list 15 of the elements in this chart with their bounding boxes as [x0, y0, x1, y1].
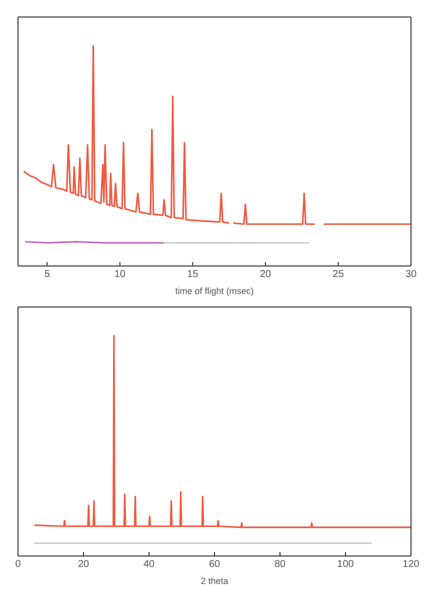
x-axis-title: time of flight (msec)	[175, 286, 254, 296]
x-tick-label: 30	[405, 269, 417, 280]
x-axis-title: 2 theta	[200, 576, 228, 586]
x-tick-label: 0	[15, 559, 22, 570]
x-tick-label: 10	[114, 269, 126, 280]
x-tick-label: 5	[44, 269, 50, 280]
x-tick-label: 20	[260, 269, 272, 280]
x-tick-label: 100	[337, 559, 354, 570]
x-tick-label: 60	[208, 559, 220, 570]
x-tick-label: 120	[402, 559, 420, 570]
x-tick-label: 20	[78, 559, 90, 570]
x-tick-label: 25	[332, 269, 344, 280]
x-tick-label: 15	[187, 269, 199, 280]
x-tick-label: 40	[143, 559, 155, 570]
x-tick-label: 80	[274, 559, 286, 570]
